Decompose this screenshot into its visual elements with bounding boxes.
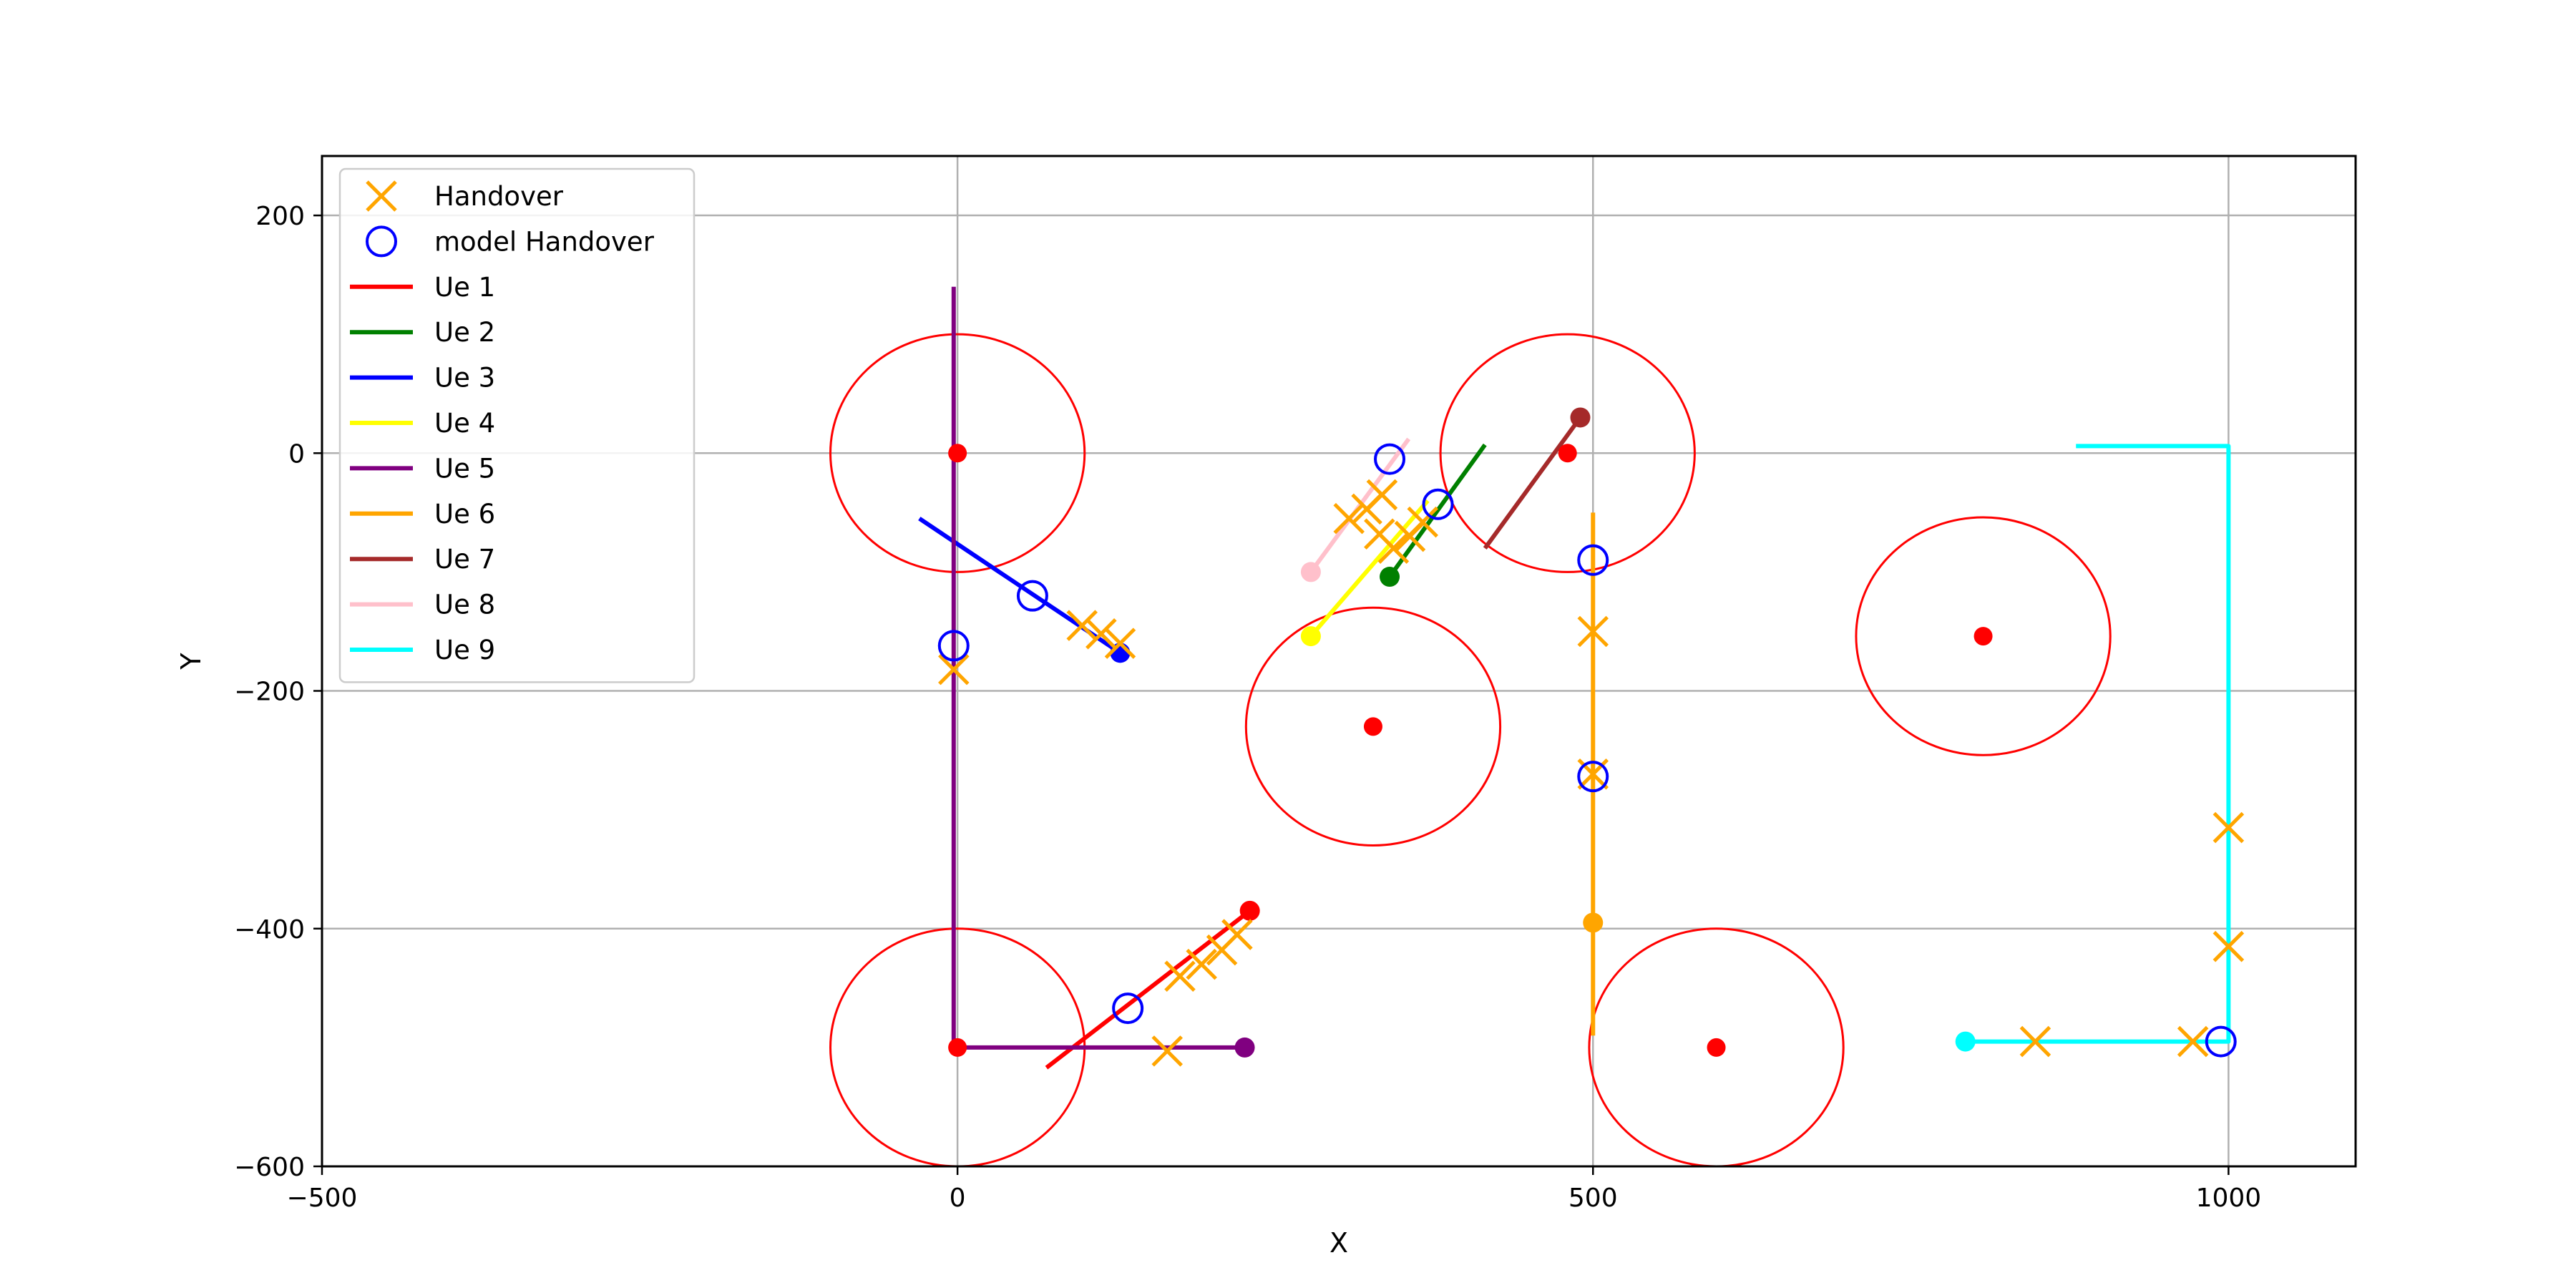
- model-handover-marker: [1422, 488, 1454, 520]
- handover-marker: [1104, 628, 1136, 659]
- legend-label-series: Ue 3: [434, 363, 495, 394]
- handover-marker: [2019, 1025, 2051, 1058]
- model-handover-marker: [1112, 992, 1144, 1025]
- ue-start-point: [1955, 1031, 1976, 1052]
- legend-label-series: Ue 1: [434, 272, 495, 303]
- y-tick-label: −600: [234, 1153, 305, 1182]
- legend-label-series: Ue 9: [434, 635, 495, 665]
- x-tick-label: 0: [950, 1184, 966, 1213]
- handover-stroke: [938, 653, 970, 686]
- handover-marker: [1151, 1035, 1183, 1067]
- model-handover-marker: [2205, 1025, 2237, 1058]
- handover-stroke: [1151, 1035, 1183, 1067]
- handover-stroke: [1577, 615, 1609, 648]
- handover-marker: [1333, 502, 1365, 535]
- legend: Handover model Handover Ue 1 Ue 2 Ue 3 Ue 4 Ue…: [338, 167, 696, 683]
- model-handover-marker: [1016, 580, 1048, 612]
- plot-frame: [321, 155, 2357, 1168]
- model-handover-marker: [1374, 443, 1406, 475]
- y-tick-label: 0: [288, 439, 305, 469]
- legend-model-handover-symbol: [366, 225, 397, 258]
- y-axis-label: Y: [175, 653, 207, 670]
- handover-stroke: [2019, 1025, 2051, 1058]
- handover-marker: [1066, 610, 1098, 641]
- x-tick-label: −500: [287, 1184, 358, 1213]
- handover-stroke: [2177, 1025, 2209, 1058]
- ue-path: [1387, 443, 1487, 578]
- ue-start-point: [1234, 1037, 1255, 1058]
- ue-path: [1483, 416, 1582, 550]
- legend-label-handover: Handover: [434, 181, 564, 212]
- model-handover-marker: [1577, 761, 1609, 793]
- model-handover-marker: [1577, 544, 1609, 576]
- ue-start-point: [1300, 626, 1321, 647]
- handover-marker: [1221, 919, 1253, 950]
- handover-marker: [2212, 930, 2245, 962]
- handover-stroke: [1333, 502, 1365, 535]
- model-handover-marker: [937, 630, 970, 662]
- handover-marker: [1577, 615, 1609, 648]
- handover-marker: [1186, 948, 1217, 980]
- legend-handover-symbol: [366, 180, 397, 212]
- handover-stroke: [1221, 919, 1253, 950]
- legend-label-series: Ue 4: [434, 408, 495, 439]
- handover-stroke: [1104, 628, 1136, 659]
- station-point: [1363, 717, 1382, 736]
- plot-area: [829, 286, 2245, 1166]
- coverage-circle: [829, 333, 1086, 573]
- handover-stroke: [2212, 811, 2245, 844]
- legend-label-series: Ue 5: [434, 453, 495, 484]
- model-handover-markers: [937, 443, 2237, 1058]
- handover-stroke: [1066, 610, 1098, 641]
- handover-marker: [1085, 618, 1117, 650]
- station-point: [1974, 627, 1993, 646]
- handover-markers: [938, 479, 2245, 1067]
- y-tick-label: −400: [234, 915, 305, 945]
- handover-marker: [1164, 960, 1196, 992]
- ue-start-point: [1583, 912, 1604, 933]
- handover-stroke: [1377, 532, 1410, 564]
- legend-label-model-handover: model Handover: [434, 226, 655, 257]
- x-tick-label: 500: [1568, 1184, 1618, 1213]
- handover-marker: [2177, 1025, 2209, 1058]
- legend-label-series: Ue 8: [434, 590, 495, 620]
- handover-marker: [1366, 479, 1398, 511]
- coverage-circle: [1855, 516, 2112, 756]
- handover-stroke: [1407, 506, 1439, 538]
- ue-path: [1965, 444, 2231, 1044]
- station-point: [1707, 1038, 1726, 1057]
- station-point: [948, 1038, 967, 1057]
- coverage-circle: [1244, 606, 1502, 847]
- handover-marker: [1407, 506, 1439, 538]
- station-point: [948, 444, 967, 463]
- ue-start-point: [1239, 900, 1260, 921]
- y-tick-label: 200: [255, 202, 305, 231]
- handover-stroke: [1085, 618, 1117, 650]
- coverage-circle: [1439, 333, 1696, 573]
- handover-marker: [1377, 532, 1410, 564]
- handover-stroke: [1164, 960, 1196, 992]
- legend-label-series: Ue 6: [434, 499, 495, 530]
- stations: [948, 444, 1993, 1057]
- handover-stroke: [2212, 930, 2245, 962]
- y-tick-label: −200: [234, 678, 305, 707]
- ue-path: [1045, 909, 1252, 1070]
- ue-start-point: [1300, 562, 1321, 582]
- handover-stroke: [1186, 948, 1217, 980]
- legend-label-series: Ue 2: [434, 317, 495, 348]
- axis-ticks: −500 0 500 1000 −600 −400 −200 0 200: [234, 202, 2261, 1213]
- ue-start-point: [1380, 567, 1400, 587]
- ue-start-points: [1110, 407, 1976, 1058]
- x-axis-label: X: [1330, 1227, 1348, 1259]
- handover-stroke: [1366, 479, 1398, 511]
- x-tick-label: 1000: [2196, 1184, 2262, 1213]
- handover-marker: [938, 653, 970, 686]
- legend-box: [338, 167, 696, 683]
- handover-marker: [2212, 811, 2245, 844]
- station-point: [1558, 444, 1577, 463]
- legend-label-series: Ue 7: [434, 544, 495, 575]
- ue-path: [1309, 499, 1430, 638]
- ue-start-point: [1570, 407, 1591, 428]
